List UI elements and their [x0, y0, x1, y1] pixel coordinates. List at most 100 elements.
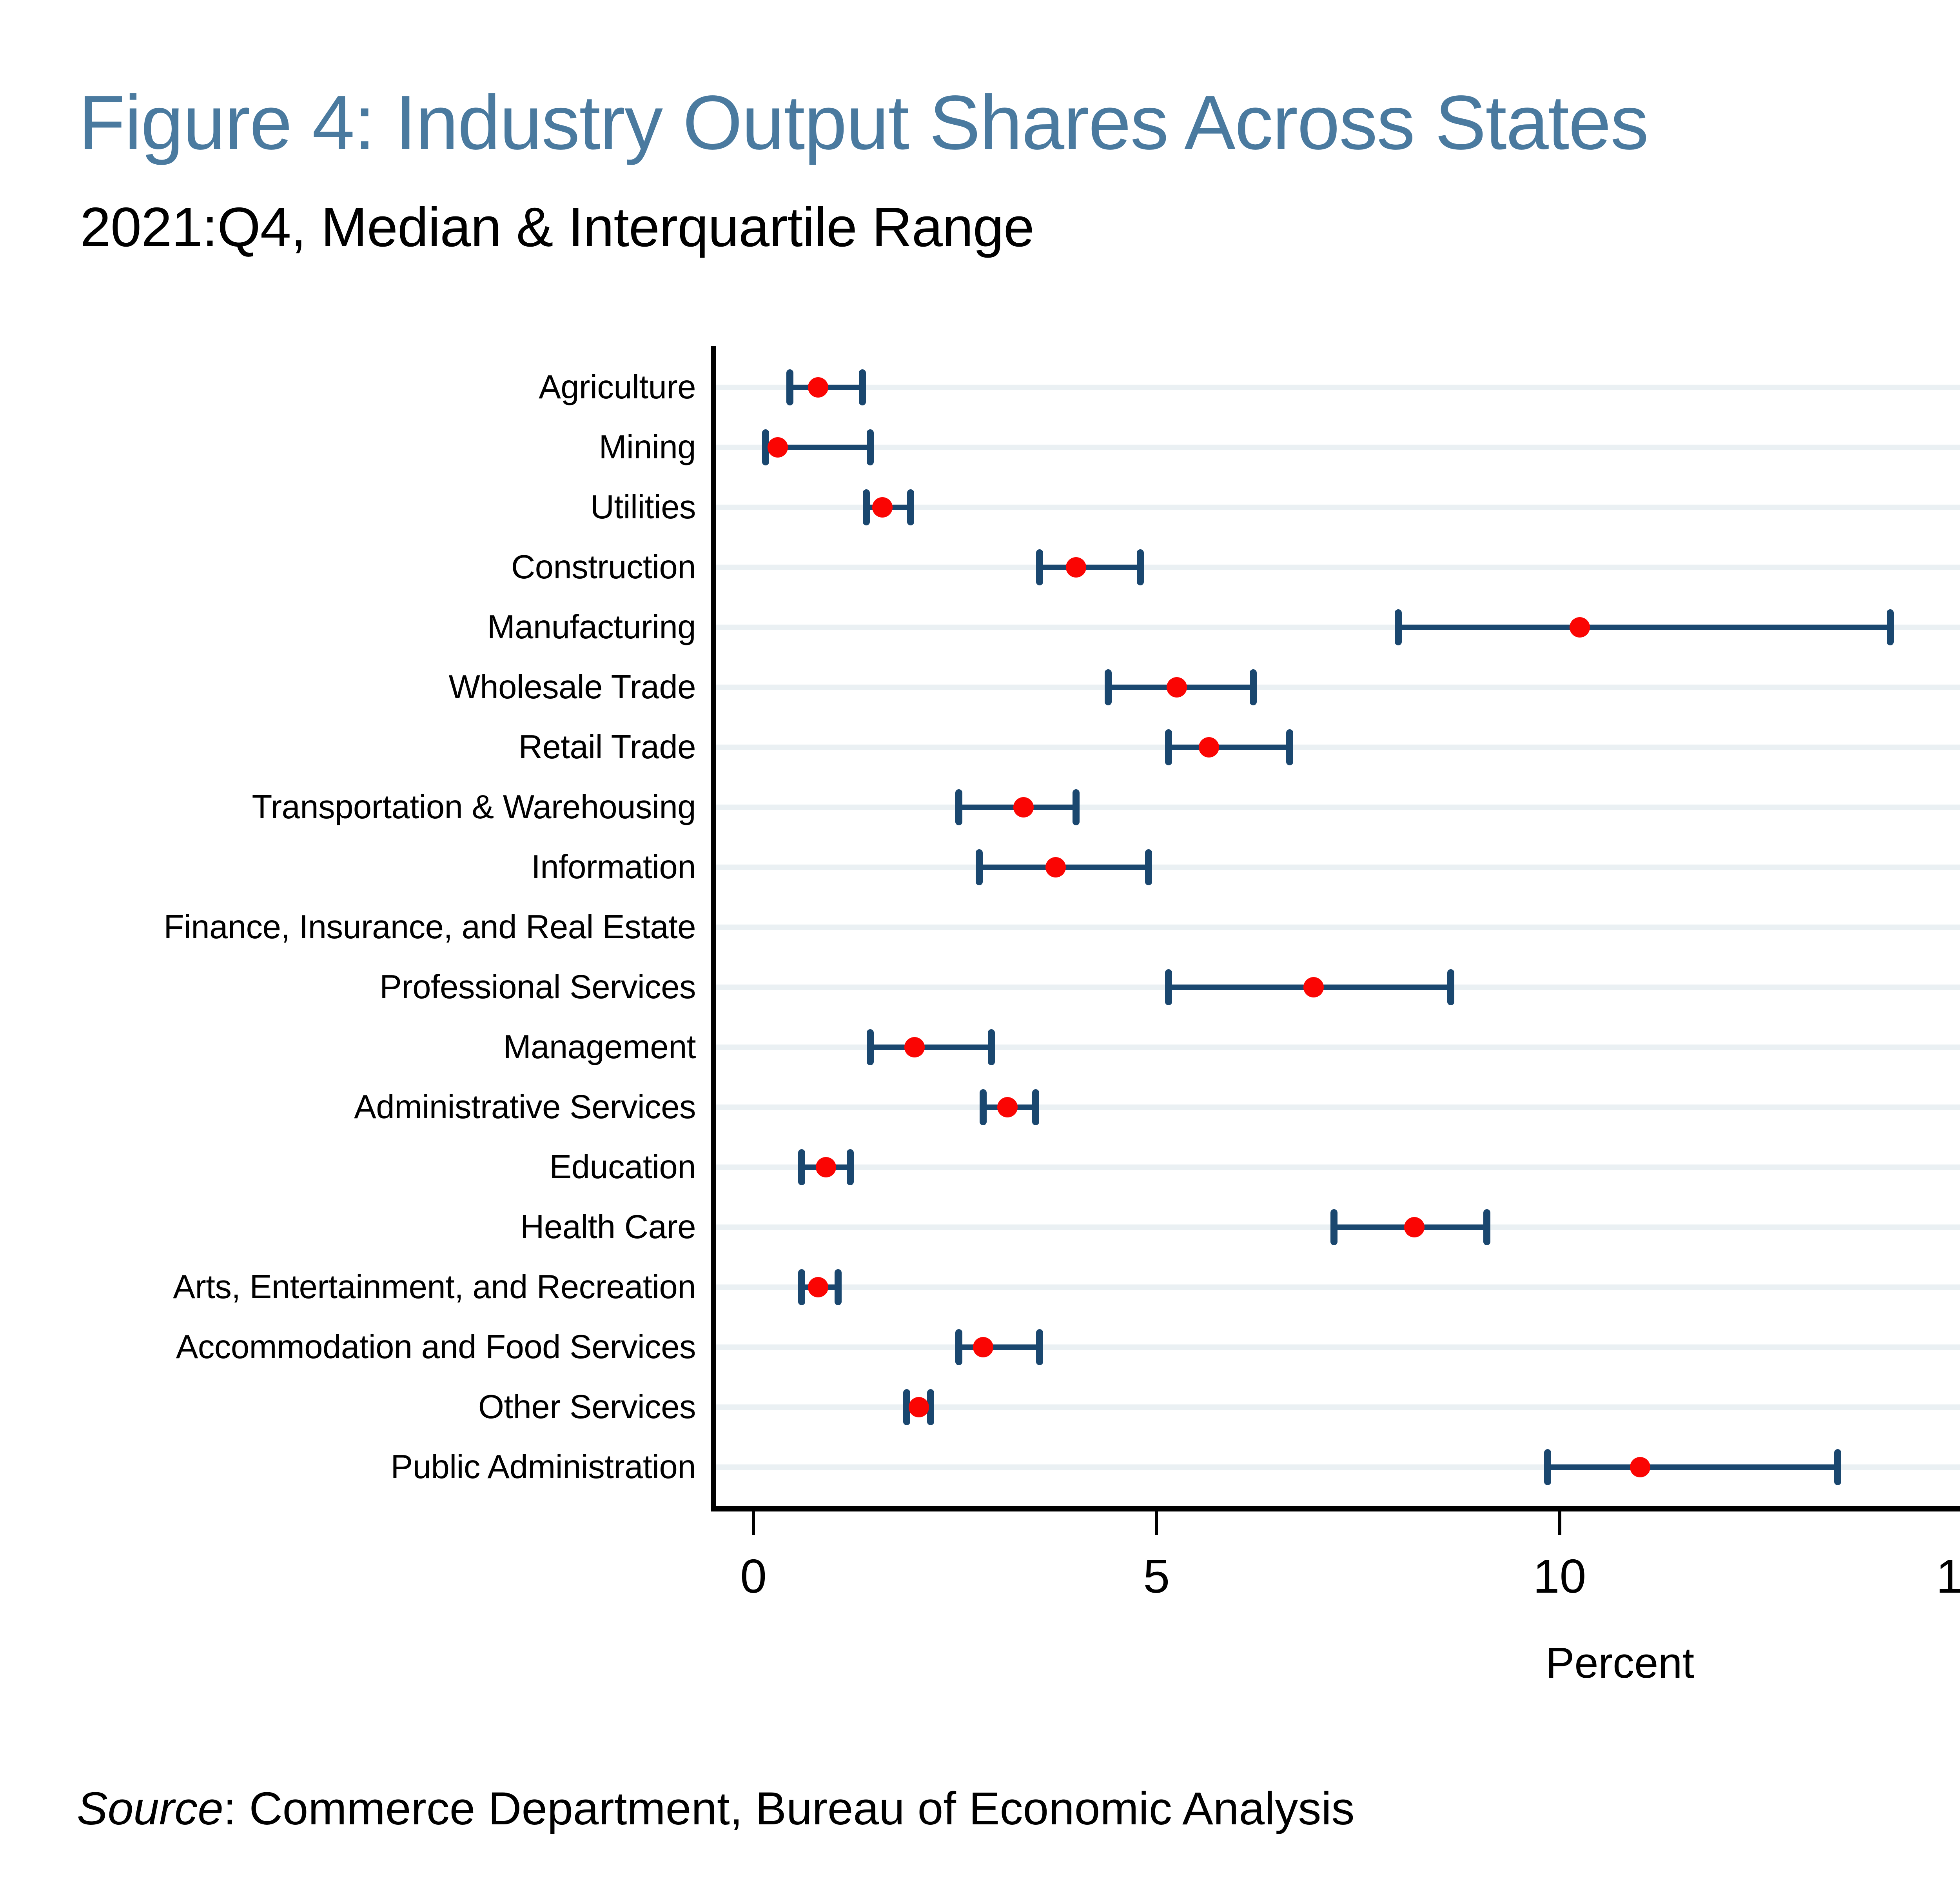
iqr-cap-low: [955, 1329, 963, 1365]
iqr-cap-low: [1104, 669, 1112, 705]
row-gridline: [716, 505, 1960, 510]
iqr-range-bar: [959, 1344, 1040, 1350]
iqr-cap-high: [1286, 729, 1293, 765]
row-gridline: [716, 1284, 1960, 1290]
median-dot: [1630, 1457, 1651, 1477]
row-gridline: [716, 565, 1960, 570]
median-dot: [908, 1397, 929, 1417]
source-note: Source: Commerce Department, Bureau of E…: [77, 1782, 1355, 1835]
median-dot: [1065, 557, 1086, 578]
iqr-cap-high: [1250, 669, 1257, 705]
row-gridline: [716, 1164, 1960, 1170]
iqr-cap-low: [975, 849, 983, 885]
iqr-cap-low: [1544, 1449, 1551, 1485]
x-axis-tick-label: 15: [1936, 1550, 1960, 1603]
x-axis-tick: [752, 1511, 755, 1535]
median-dot: [997, 1097, 1018, 1117]
iqr-cap-high: [927, 1389, 935, 1425]
iqr-cap-high: [858, 369, 866, 405]
source-text: : Commerce Department, Bureau of Economi…: [223, 1783, 1355, 1835]
row-gridline: [716, 805, 1960, 810]
row-gridline: [716, 1104, 1960, 1110]
median-dot: [808, 1277, 828, 1297]
iqr-cap-low: [1330, 1209, 1338, 1245]
iqr-cap-low: [798, 1269, 806, 1305]
category-label: Accommodation and Food Services: [176, 1328, 696, 1366]
x-axis-tick-label: 5: [1143, 1550, 1170, 1603]
iqr-range-bar: [1040, 565, 1141, 570]
median-dot: [904, 1037, 925, 1057]
iqr-cap-high: [1886, 609, 1894, 645]
category-label: Information: [531, 848, 696, 886]
iqr-range-bar: [1547, 1464, 1838, 1470]
iqr-cap-high: [834, 1269, 842, 1305]
row-gridline: [716, 1344, 1960, 1350]
iqr-cap-low: [786, 369, 793, 405]
median-dot: [1045, 857, 1066, 877]
iqr-cap-high: [1483, 1209, 1491, 1245]
category-label: Retail Trade: [518, 728, 696, 766]
source-label: Source: [77, 1783, 223, 1835]
iqr-cap-high: [1834, 1449, 1841, 1485]
figure-title: Figure 4: Industry Output Shares Across …: [78, 80, 1649, 165]
iqr-range-bar: [765, 445, 871, 450]
iqr-cap-high: [1137, 549, 1144, 585]
median-dot: [808, 377, 828, 398]
iqr-cap-high: [1145, 849, 1152, 885]
row-gridline: [716, 865, 1960, 870]
x-axis-tick-label: 0: [740, 1550, 767, 1603]
iqr-cap-high: [987, 1029, 995, 1065]
iqr-cap-high: [1072, 789, 1080, 825]
x-axis-tick: [1558, 1511, 1561, 1535]
iqr-range-bar: [1398, 625, 1890, 630]
x-axis-tick: [1155, 1511, 1158, 1535]
iqr-cap-low: [867, 1029, 874, 1065]
x-axis-title: Percent: [1545, 1639, 1695, 1687]
iqr-cap-high: [1032, 1089, 1039, 1125]
iqr-cap-low: [862, 489, 870, 525]
category-label: Public Administration: [390, 1448, 696, 1486]
category-label: Finance, Insurance, and Real Estate: [163, 908, 696, 946]
category-label: Agriculture: [539, 369, 696, 406]
row-gridline: [716, 745, 1960, 750]
category-label: Utilities: [590, 489, 696, 526]
category-label: Transportation & Warehousing: [252, 788, 696, 826]
median-dot: [1013, 797, 1034, 817]
category-label: Professional Services: [379, 968, 696, 1006]
category-label: Education: [549, 1148, 696, 1186]
median-dot: [816, 1157, 837, 1177]
category-label: Construction: [511, 549, 696, 586]
y-axis-line: [711, 346, 716, 1511]
x-axis-tick-label: 10: [1533, 1550, 1586, 1603]
iqr-cap-low: [1036, 549, 1044, 585]
iqr-cap-high: [846, 1149, 854, 1185]
iqr-cap-high: [1036, 1329, 1044, 1365]
row-gridline: [716, 385, 1960, 390]
iqr-cap-low: [762, 429, 769, 465]
row-gridline: [716, 445, 1960, 450]
median-dot: [1404, 1217, 1425, 1237]
iqr-cap-low: [1395, 609, 1402, 645]
category-label: Other Services: [478, 1388, 696, 1426]
iqr-cap-low: [798, 1149, 806, 1185]
median-dot: [872, 497, 893, 518]
category-label: Wholesale Trade: [448, 669, 696, 706]
row-gridline: [716, 685, 1960, 690]
iqr-cap-low: [955, 789, 963, 825]
iqr-range-bar: [870, 1045, 991, 1050]
median-dot: [767, 437, 788, 458]
row-gridline: [716, 925, 1960, 930]
iqr-cap-low: [1165, 729, 1172, 765]
category-label: Administrative Services: [354, 1088, 696, 1126]
median-dot: [1569, 617, 1590, 638]
row-gridline: [716, 1404, 1960, 1410]
median-dot: [1166, 677, 1187, 698]
median-dot: [1303, 977, 1324, 997]
category-label: Arts, Entertainment, and Recreation: [173, 1268, 696, 1306]
category-label: Health Care: [520, 1208, 696, 1246]
iqr-range-bar: [1169, 745, 1290, 750]
iqr-cap-high: [1447, 969, 1454, 1005]
median-dot: [1198, 737, 1219, 758]
category-label: Management: [503, 1028, 696, 1066]
